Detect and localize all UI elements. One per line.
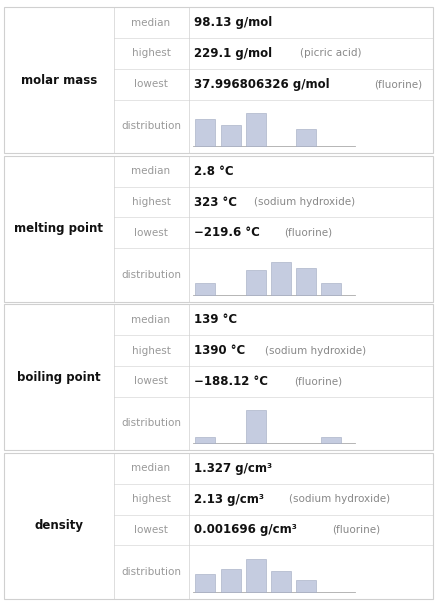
Text: median: median: [132, 315, 170, 325]
Text: 98.13 g/mol: 98.13 g/mol: [194, 16, 272, 29]
Text: 37.996806326 g/mol: 37.996806326 g/mol: [194, 78, 329, 91]
Text: boiling point: boiling point: [17, 371, 101, 384]
Text: molar mass: molar mass: [21, 73, 97, 87]
Bar: [246, 410, 266, 443]
Text: lowest: lowest: [134, 228, 168, 238]
Text: lowest: lowest: [134, 79, 168, 89]
Bar: [4, 156, 433, 302]
Text: (sodium hydroxide): (sodium hydroxide): [265, 345, 366, 356]
Bar: [195, 119, 215, 146]
Text: (fluorine): (fluorine): [374, 79, 422, 89]
Text: 0.001696 g/cm³: 0.001696 g/cm³: [194, 524, 297, 536]
Bar: [246, 113, 266, 146]
Bar: [321, 283, 341, 295]
Text: distribution: distribution: [121, 121, 181, 132]
Text: highest: highest: [132, 494, 170, 504]
Bar: [195, 574, 215, 592]
Bar: [4, 453, 433, 599]
Text: highest: highest: [132, 345, 170, 356]
Text: density: density: [35, 519, 83, 533]
Bar: [221, 568, 241, 592]
Bar: [271, 571, 291, 592]
Bar: [271, 262, 291, 295]
Bar: [296, 128, 316, 146]
Text: 1390 °C: 1390 °C: [194, 344, 245, 357]
Text: highest: highest: [132, 197, 170, 207]
Bar: [195, 438, 215, 443]
Text: 1.327 g/cm³: 1.327 g/cm³: [194, 462, 272, 475]
Text: (fluorine): (fluorine): [295, 376, 343, 387]
Text: 139 °C: 139 °C: [194, 313, 237, 327]
Text: 323 °C: 323 °C: [194, 196, 237, 208]
Text: melting point: melting point: [14, 222, 104, 235]
Bar: [195, 283, 215, 295]
Text: median: median: [132, 18, 170, 28]
Text: distribution: distribution: [121, 567, 181, 577]
Text: −219.6 °C: −219.6 °C: [194, 226, 260, 239]
Bar: [296, 268, 316, 295]
Text: median: median: [132, 464, 170, 473]
Text: lowest: lowest: [134, 376, 168, 387]
Bar: [246, 559, 266, 592]
Text: median: median: [132, 166, 170, 176]
Bar: [4, 7, 433, 153]
Text: highest: highest: [132, 48, 170, 58]
Text: (sodium hydroxide): (sodium hydroxide): [254, 197, 356, 207]
Text: 2.8 °C: 2.8 °C: [194, 165, 233, 178]
Text: lowest: lowest: [134, 525, 168, 535]
Text: (sodium hydroxide): (sodium hydroxide): [289, 494, 390, 504]
Text: (fluorine): (fluorine): [332, 525, 380, 535]
Bar: [296, 580, 316, 592]
Bar: [246, 270, 266, 295]
Bar: [321, 438, 341, 443]
Text: distribution: distribution: [121, 270, 181, 280]
Text: −188.12 °C: −188.12 °C: [194, 375, 268, 388]
Text: (fluorine): (fluorine): [284, 228, 332, 238]
Bar: [4, 304, 433, 450]
Text: 2.13 g/cm³: 2.13 g/cm³: [194, 493, 264, 505]
Text: distribution: distribution: [121, 418, 181, 428]
Text: 229.1 g/mol: 229.1 g/mol: [194, 47, 272, 60]
Text: (picric acid): (picric acid): [300, 48, 361, 58]
Bar: [221, 125, 241, 146]
